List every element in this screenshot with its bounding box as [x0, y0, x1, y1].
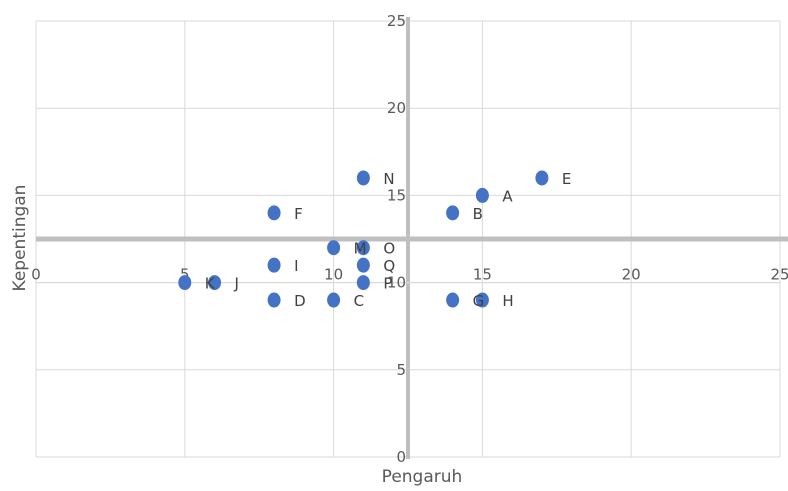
data-point — [327, 292, 341, 308]
data-point — [356, 170, 370, 186]
data-points — [178, 170, 549, 308]
data-label: A — [502, 187, 513, 205]
data-label: O — [383, 240, 395, 258]
data-labels: A B C D E F G H I JK M N OPQ — [205, 170, 572, 310]
data-label: G — [473, 292, 485, 310]
x-tick-label: 10 — [324, 266, 343, 284]
data-point — [475, 187, 489, 203]
data-point — [267, 257, 281, 273]
y-tick-label: 10 — [387, 274, 406, 292]
data-label: I — [294, 257, 298, 275]
axes — [36, 17, 788, 459]
y-tick-label: 0 — [396, 448, 406, 466]
data-point — [208, 275, 222, 291]
x-tick-label: 15 — [473, 266, 492, 284]
data-point — [446, 205, 460, 221]
data-label: Q — [383, 257, 395, 275]
data-point — [356, 240, 370, 256]
data-point — [446, 292, 460, 308]
data-point — [267, 292, 281, 308]
data-point — [356, 275, 370, 291]
x-tick-label: 0 — [31, 266, 41, 284]
data-label: H — [502, 292, 513, 310]
y-tick-label: 15 — [387, 186, 406, 204]
data-point — [267, 205, 281, 221]
data-point — [356, 257, 370, 273]
data-label: J — [234, 275, 239, 293]
data-label: E — [562, 170, 571, 188]
data-label: D — [294, 292, 306, 310]
x-axis-title: Pengaruh — [382, 467, 463, 487]
data-label: P — [383, 275, 392, 293]
data-label: C — [354, 292, 364, 310]
data-label: F — [294, 205, 303, 223]
y-tick-label: 5 — [396, 361, 406, 379]
x-tick-label: 20 — [622, 266, 641, 284]
data-point — [327, 240, 341, 256]
data-point — [535, 170, 549, 186]
data-label: N — [383, 170, 394, 188]
x-tick-label: 5 — [180, 266, 190, 284]
data-label: B — [473, 205, 483, 223]
data-point — [475, 292, 489, 308]
data-label: K — [205, 275, 216, 293]
data-label: M — [354, 240, 367, 258]
tick-labels: 0 5 10 15 20 25 0 5 10 15 20 25 — [31, 12, 788, 466]
x-tick-label: 25 — [770, 266, 788, 284]
y-tick-label: 20 — [387, 99, 406, 117]
data-point — [178, 275, 192, 291]
y-tick-label: 25 — [387, 12, 406, 30]
y-axis-title: Kepentingan — [10, 185, 30, 292]
